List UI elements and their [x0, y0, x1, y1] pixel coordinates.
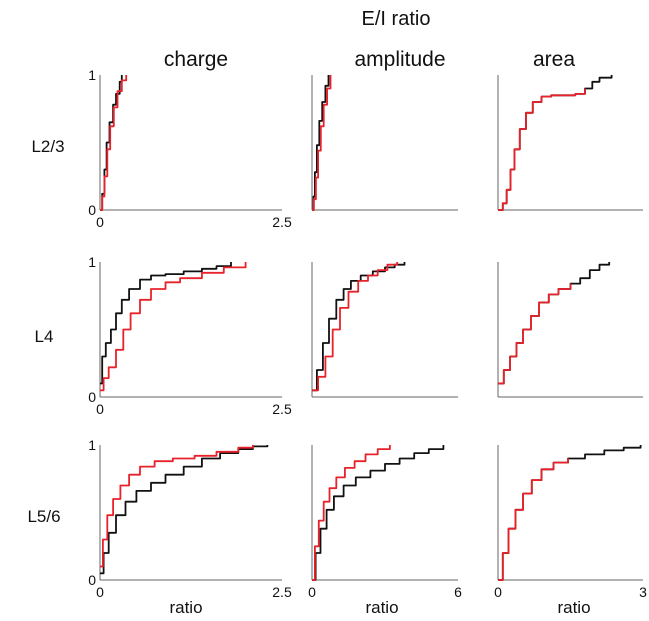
column-title-charge: charge [164, 48, 228, 71]
x-tick-label-l5-6-amplitude: 6 [454, 584, 462, 600]
series-red-l2-3-area [498, 88, 586, 211]
y-tick-label-l5-6-charge: 1 [88, 437, 96, 453]
x-axis-label-area: ratio [557, 598, 590, 617]
x-tick-label-l5-6-amplitude: 0 [308, 584, 316, 600]
panel-l4-amplitude [311, 262, 458, 398]
figure-title: E/I ratio [362, 8, 431, 30]
series-black-l5-6-charge [100, 445, 269, 575]
series-black-l4-charge [100, 262, 232, 385]
series-red-l4-amplitude [312, 262, 399, 392]
panel-l2-3-area [497, 75, 643, 211]
series-red-l2-3-amplitude [312, 75, 332, 211]
panel-l2-3-amplitude [311, 75, 458, 211]
column-title-area: area [533, 48, 575, 71]
series-red-l2-3-charge [100, 75, 128, 211]
y-tick-label-l2-3-charge: 0 [88, 202, 96, 218]
series-black-l5-6-area [498, 445, 642, 581]
y-tick-label-l2-3-charge: 1 [88, 67, 96, 83]
row-label-l4: L4 [35, 327, 54, 346]
series-black-l4-area [498, 262, 611, 385]
row-label-l2-3: L2/3 [31, 137, 64, 156]
x-tick-label-l4-charge: 0 [96, 401, 104, 417]
column-title-amplitude: amplitude [354, 48, 445, 71]
x-tick-label-l2-3-charge: 2.5 [272, 214, 292, 230]
series-red-l5-6-charge [100, 445, 254, 568]
series-black-l2-3-amplitude [312, 75, 330, 211]
panel-l2-3-charge: 0 2.5 0 1 [88, 67, 292, 230]
x-axis-label-charge: ratio [169, 598, 202, 617]
series-black-l5-6-amplitude [312, 445, 445, 581]
row-label-l5-6: L5/6 [27, 507, 60, 526]
y-tick-label-l4-charge: 0 [88, 389, 96, 405]
x-axis-label-amplitude: ratio [365, 598, 398, 617]
series-red-l5-6-amplitude [312, 445, 391, 581]
series-red-l4-charge [100, 262, 247, 392]
x-tick-label-l5-6-charge: 2.5 [272, 584, 292, 600]
y-tick-label-l4-charge: 1 [88, 254, 96, 270]
panel-l5-6-charge: 0 2.5 0 1 [88, 437, 292, 600]
x-tick-label-l2-3-charge: 0 [96, 214, 104, 230]
x-tick-label-l5-6-area: 0 [494, 584, 502, 600]
series-red-l4-area [498, 283, 572, 385]
x-tick-label-l5-6-charge: 0 [96, 584, 104, 600]
x-tick-label-l4-charge: 2.5 [272, 401, 292, 417]
series-red-l5-6-area [498, 458, 569, 581]
y-tick-label-l5-6-charge: 0 [88, 572, 96, 588]
x-tick-label-l5-6-area: 3 [639, 584, 647, 600]
panel-l4-charge: 0 2.5 0 1 [88, 254, 292, 417]
panel-l4-area [497, 262, 643, 398]
